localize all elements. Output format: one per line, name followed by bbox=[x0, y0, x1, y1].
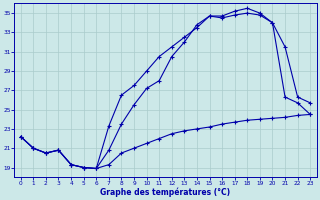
X-axis label: Graphe des températures (°C): Graphe des températures (°C) bbox=[100, 187, 230, 197]
